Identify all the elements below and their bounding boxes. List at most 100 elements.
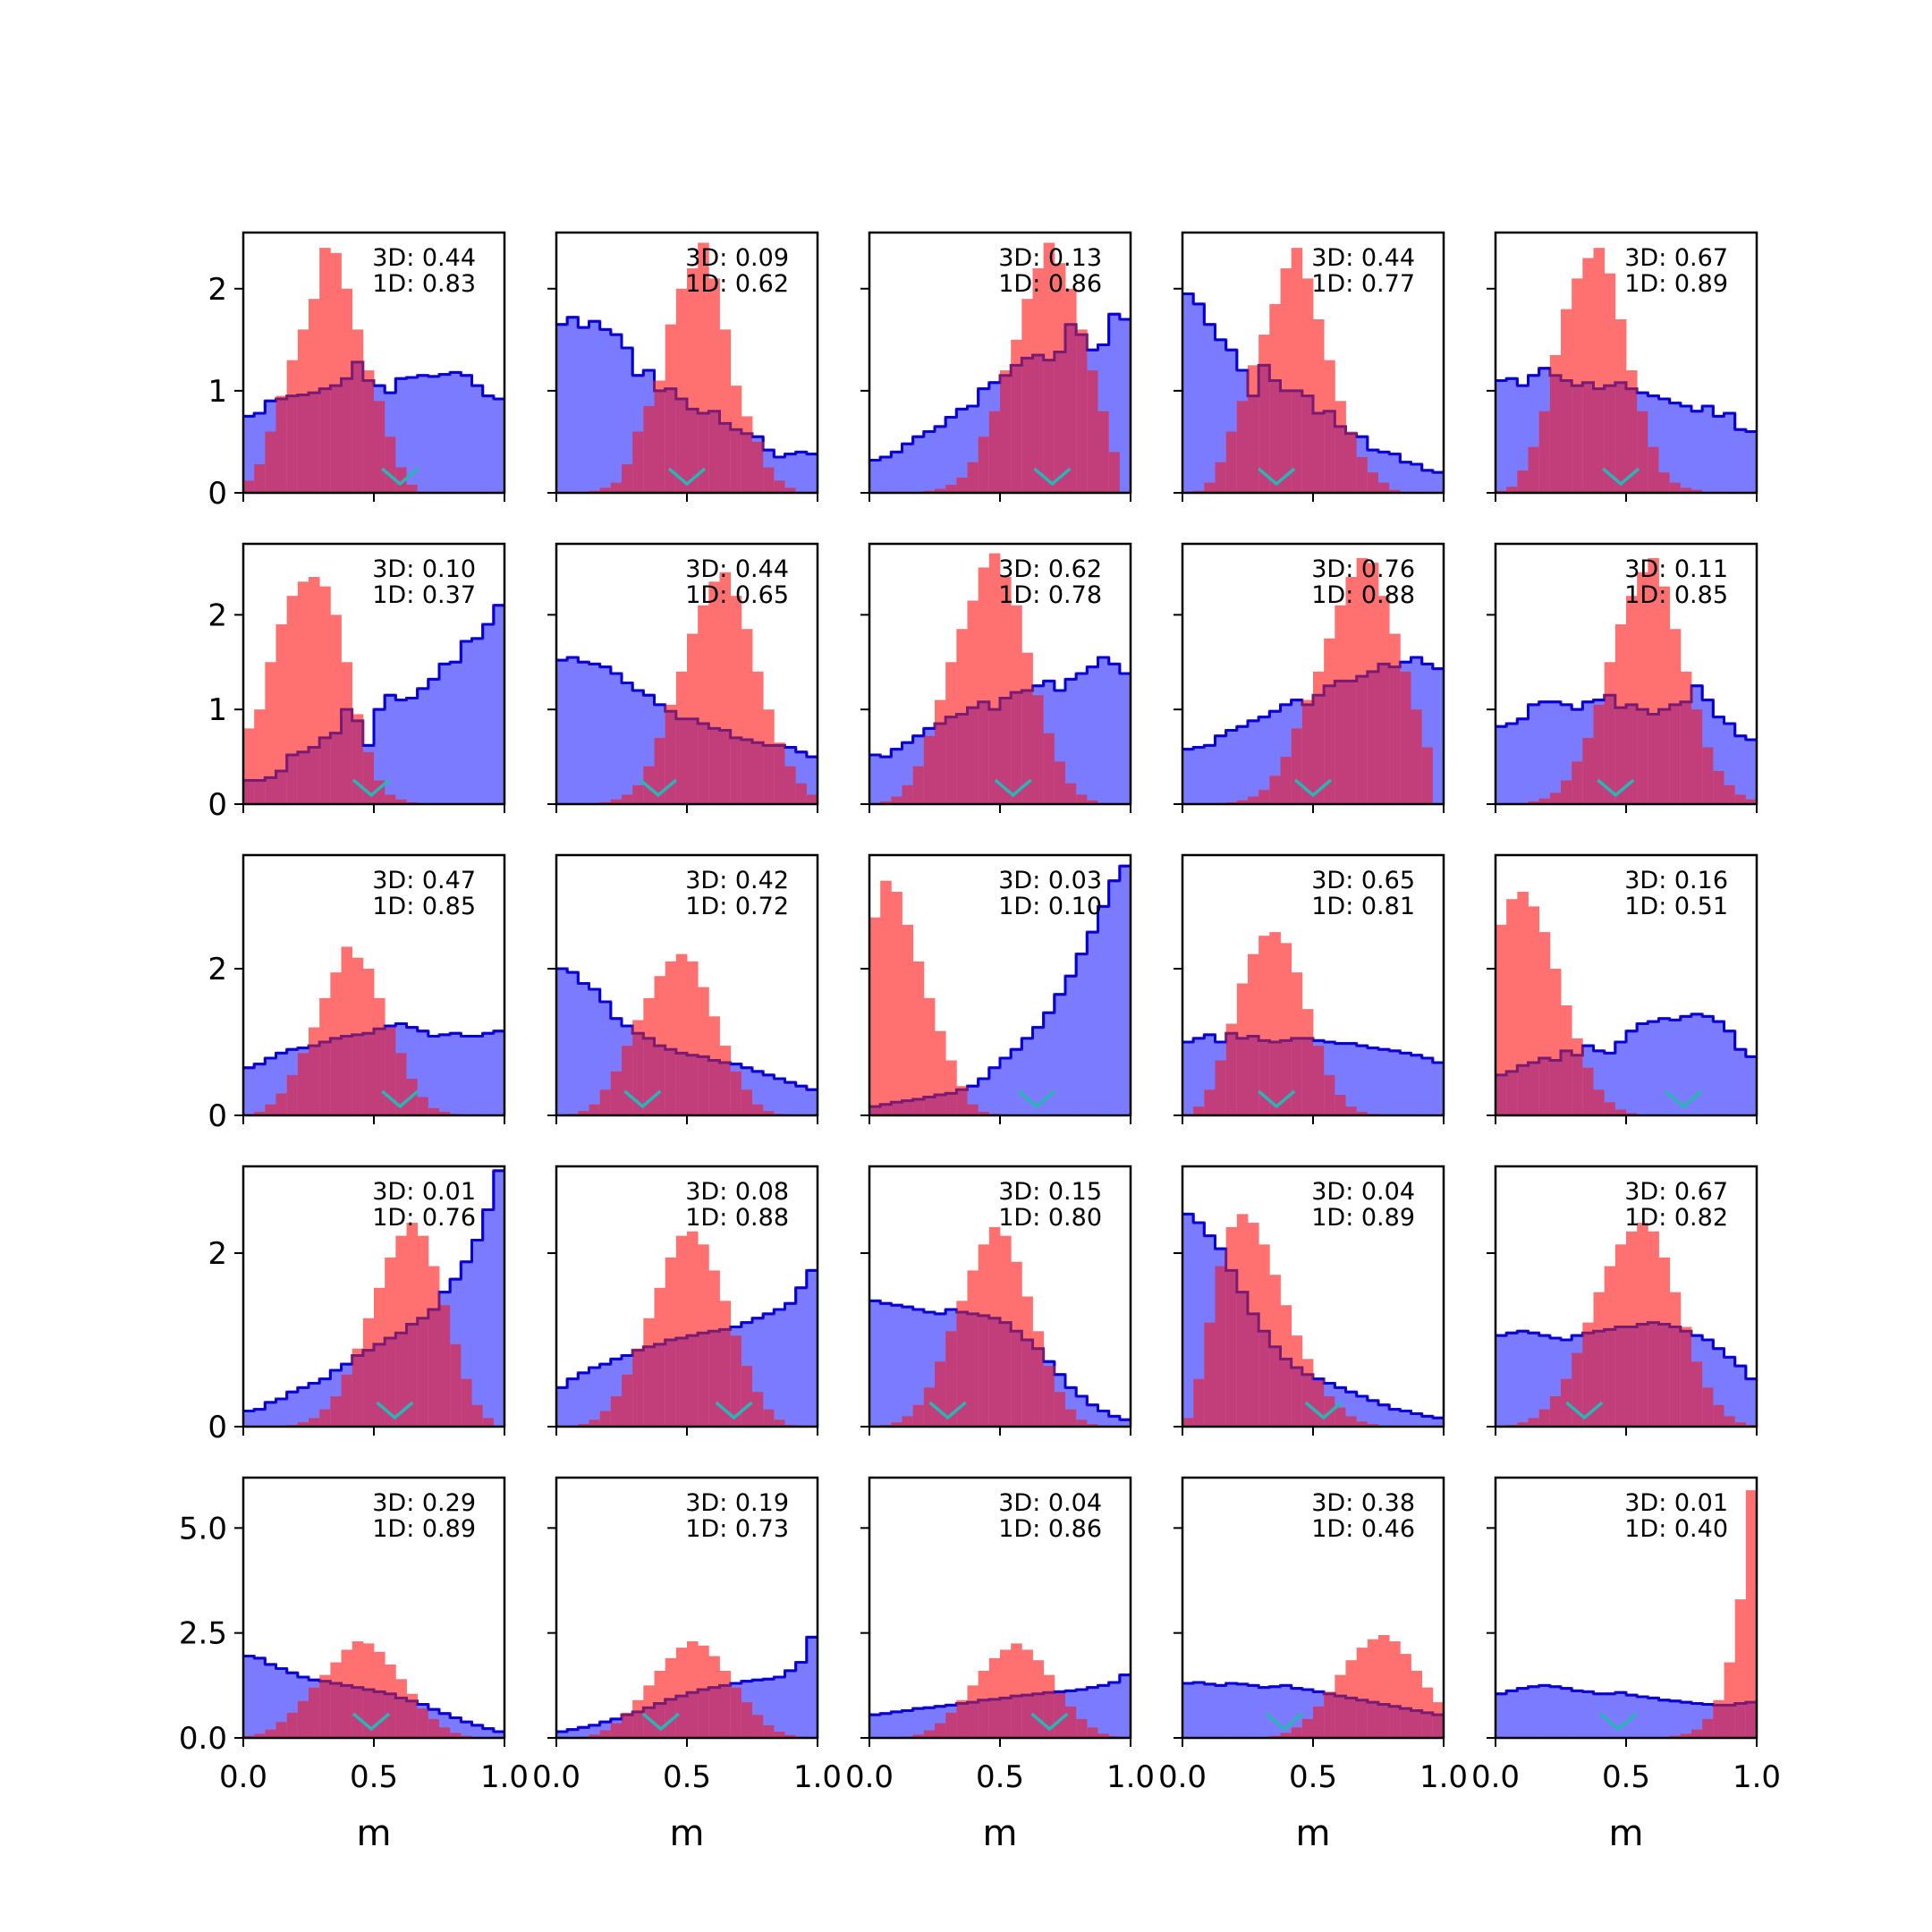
blue-bar (1734, 429, 1747, 493)
overlap-bar (675, 1338, 688, 1427)
overlap-bar (610, 799, 623, 804)
red-bar (275, 623, 288, 804)
overlap-bar (1280, 757, 1292, 804)
estimate-marker (1293, 778, 1333, 798)
blue-bar (1011, 1049, 1022, 1115)
overlap-bar (1032, 1693, 1045, 1738)
y-tick-label: 0 (208, 1098, 227, 1134)
blue-bar (1561, 704, 1572, 804)
x-axis-label: m (670, 1813, 705, 1854)
y-tick-label: 0.0 (179, 1721, 227, 1757)
overlap-bar (988, 1699, 1001, 1738)
plot-area (1182, 1635, 1444, 1738)
blue-bar (1236, 726, 1249, 804)
blue-step-outline (243, 1169, 504, 1413)
blue-bar (1421, 1058, 1434, 1115)
x-tick-label: 1.0 (1106, 1759, 1155, 1795)
blue-bar (912, 436, 925, 493)
overlap-bar (1669, 1326, 1682, 1427)
overlap-bar (1680, 1733, 1692, 1738)
blue-bar (1400, 1411, 1411, 1427)
overlap-bar (1367, 671, 1379, 804)
overlap-bar (1572, 761, 1583, 804)
overlap-bar (1225, 1033, 1238, 1115)
overlap-bar (741, 1702, 753, 1738)
blue-bar (1215, 339, 1227, 493)
overlap-bar (687, 718, 699, 804)
blue-bar (589, 1368, 601, 1427)
overlap-bar (1076, 335, 1088, 493)
blue-bar (1604, 1053, 1616, 1115)
overlap-bar (1400, 671, 1411, 804)
overlap-bar (1593, 1089, 1606, 1115)
overlap-bar (1724, 1416, 1736, 1427)
blue-bar (493, 399, 504, 493)
overlap-bar (1593, 704, 1606, 804)
overlap-bar (428, 1309, 440, 1427)
overlap-bar (1582, 737, 1594, 804)
blue-bar (243, 1067, 255, 1115)
estimate-marker (1017, 1089, 1056, 1109)
overlap-bar (1043, 1692, 1055, 1738)
blue-bar (417, 688, 429, 804)
overlap-bar (784, 1734, 797, 1738)
overlap-bar (1335, 1407, 1346, 1427)
overlap-bar (254, 780, 266, 804)
overlap-bar (1248, 1313, 1259, 1427)
blue-step-outline (243, 1654, 504, 1733)
red-bar (1745, 1490, 1757, 1738)
blue-bar (1258, 1687, 1270, 1738)
overlap-bar (1087, 370, 1098, 493)
blue-bar (806, 453, 818, 493)
plot-area (243, 1169, 504, 1427)
blue-step-outline (869, 1299, 1131, 1421)
label-1d: 1D: 0.86 (998, 1515, 1102, 1543)
overlap-bar (1626, 388, 1638, 493)
blue-bar (1593, 1693, 1606, 1738)
overlap-bar (352, 361, 364, 493)
label-1d: 1D: 0.80 (998, 1204, 1102, 1232)
blue-bar (923, 431, 936, 493)
plot-area (1182, 557, 1444, 804)
overlap-bar (297, 751, 309, 804)
y-tick-label: 2 (208, 952, 227, 987)
overlap-bar (675, 718, 688, 804)
overlap-bar (1549, 792, 1562, 804)
blue-bar (471, 1036, 484, 1115)
blue-bar (589, 664, 601, 804)
blue-bar (1432, 1062, 1444, 1115)
overlap-bar (319, 1042, 331, 1115)
x-tick-label: 0.0 (219, 1759, 267, 1795)
blue-bar (254, 1409, 266, 1427)
overlap-bar (752, 441, 764, 493)
blue-bar (1389, 453, 1401, 493)
blue-bar (589, 989, 601, 1115)
y-tick-label: 0 (208, 476, 227, 512)
overlap-bar (1313, 1706, 1325, 1738)
overlap-bar (1669, 482, 1682, 493)
overlap-bar (362, 1033, 375, 1115)
overlap-bar (988, 1318, 1001, 1427)
blue-bar (1669, 1700, 1682, 1738)
y-tick-label: 0 (208, 787, 227, 823)
blue-bar (461, 1722, 472, 1738)
blue-bar (567, 972, 579, 1115)
blue-bar (493, 1170, 504, 1427)
overlap-bar (752, 1104, 764, 1115)
overlap-bar (1097, 1733, 1110, 1738)
blue-bar (1724, 1030, 1736, 1115)
overlap-bar (265, 1729, 276, 1738)
blue-bar (795, 452, 808, 493)
overlap-bar (1043, 360, 1055, 493)
x-tick-label: 0.5 (1602, 1759, 1650, 1795)
blue-bar (493, 1030, 504, 1115)
overlap-bar (902, 784, 914, 804)
overlap-bar (923, 1387, 936, 1427)
label-3d: 3D: 0.11 (1624, 555, 1728, 583)
blue-step-outline (1182, 292, 1444, 474)
overlap-bar (1032, 1348, 1045, 1427)
overlap-bar (1549, 1396, 1562, 1427)
blue-bar (1528, 1686, 1540, 1738)
